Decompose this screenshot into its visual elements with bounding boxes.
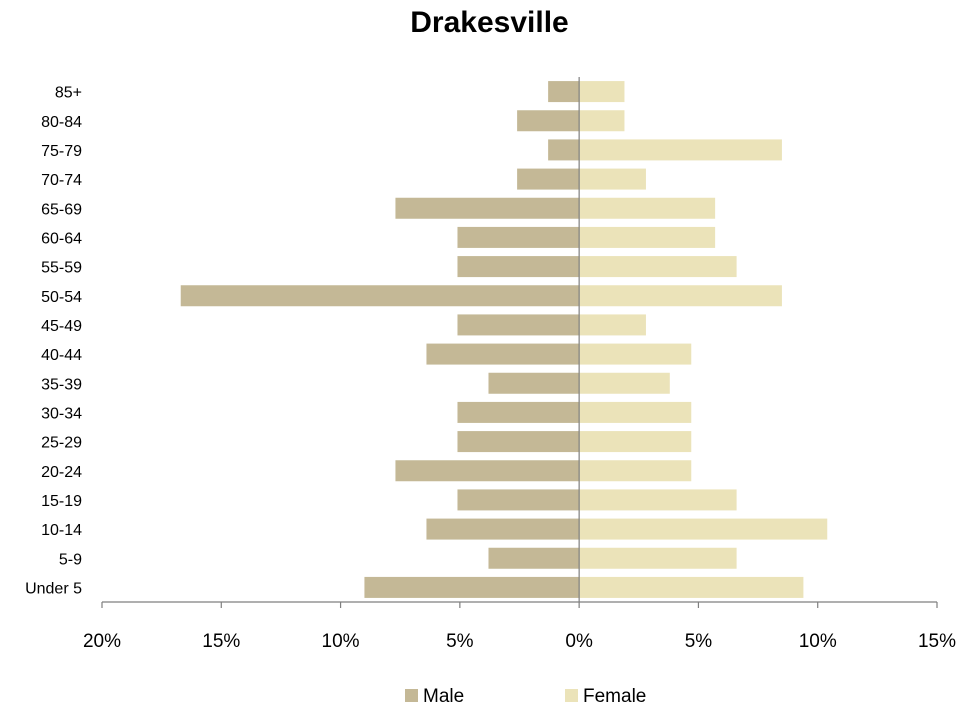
category-label: 65-69 [41,201,82,218]
bar-female-45-49 [579,314,646,336]
bar-male-55-59 [457,256,580,278]
category-label: 75-79 [41,143,82,160]
x-tick-label: 5% [685,631,713,652]
bar-male-60-64 [457,226,580,248]
legend-swatch-female [565,689,578,702]
category-label: Under 5 [25,580,82,597]
bar-male-80-84 [517,110,580,132]
category-label: 25-29 [41,435,82,452]
x-tick-label: 10% [322,631,360,652]
bar-female-55-59 [579,256,737,278]
x-tick-label: 5% [446,631,474,652]
axis-layer [101,77,938,608]
bar-female-10-14 [579,518,828,540]
x-tick-label: 20% [83,631,121,652]
bar-female-75-79 [579,139,782,161]
bar-female-65-69 [579,197,716,219]
bar-female-70-74 [579,168,646,190]
category-label: 40-44 [41,347,82,364]
category-label: 85+ [55,85,82,102]
bar-female-60-64 [579,226,716,248]
bar-male-20-24 [395,460,580,482]
bar-female-15-19 [579,489,737,511]
category-label: 60-64 [41,230,82,247]
bar-male-under-5 [364,576,580,598]
bar-male-30-34 [457,401,580,423]
bar-female-25-29 [579,431,692,453]
bar-female-30-34 [579,401,692,423]
category-label: 45-49 [41,318,82,335]
bar-male-65-69 [395,197,580,219]
bar-female-under-5 [579,576,804,598]
category-label: 35-39 [41,376,82,393]
x-tick-label: 15% [202,631,240,652]
bar-female-5-9 [579,547,737,569]
bar-male-50-54 [180,285,580,307]
bar-male-25-29 [457,431,580,453]
bar-male-40-44 [426,343,580,365]
x-tick-label: 10% [799,631,837,652]
bar-female-50-54 [579,285,782,307]
legend-label-male: Male [423,686,464,707]
bar-female-40-44 [579,343,692,365]
bar-male-10-14 [426,518,580,540]
category-label: 20-24 [41,464,82,481]
category-label: 10-14 [41,522,82,539]
bar-female-80-84 [579,110,625,132]
legend: Male Female [405,686,646,707]
labels-layer: 85+ 80-84 75-79 70-74 65-69 60-64 55-59 50-54 45… [25,85,956,652]
x-tick-label: 0% [565,631,593,652]
bar-male-45-49 [457,314,580,336]
category-label: 15-19 [41,493,82,510]
legend-swatch-male [405,689,418,702]
bar-male-5-9 [488,547,580,569]
category-label: 55-59 [41,260,82,277]
bar-male-85+ [548,81,580,103]
bar-female-35-39 [579,372,670,394]
bar-male-15-19 [457,489,580,511]
bar-male-70-74 [517,168,580,190]
legend-label-female: Female [583,686,646,707]
x-tick-label: 15% [918,631,956,652]
category-label: 80-84 [41,114,82,131]
chart-title: Drakesville [410,6,569,39]
category-label: 5-9 [59,551,82,568]
bar-female-20-24 [579,460,692,482]
bar-male-75-79 [548,139,580,161]
category-label: 50-54 [41,289,82,306]
bars-layer [180,81,828,598]
bar-female-85+ [579,81,625,103]
category-label: 30-34 [41,405,82,422]
bar-male-35-39 [488,372,580,394]
category-label: 70-74 [41,172,82,189]
